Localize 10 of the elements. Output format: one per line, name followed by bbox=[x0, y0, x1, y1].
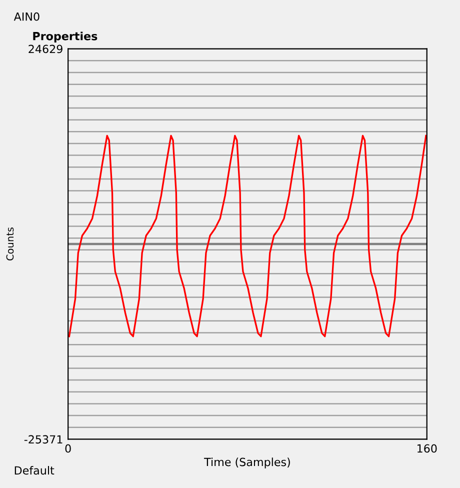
y-tick-label: 24629 bbox=[28, 44, 62, 54]
x-axis-title: Time (Samples) bbox=[204, 458, 290, 468]
x-tick-label: 0 bbox=[65, 444, 71, 453]
line-series bbox=[68, 134, 427, 338]
y-axis-title: Counts bbox=[6, 228, 14, 260]
chart-title: AIN0 bbox=[14, 12, 40, 21]
x-tick-label: 160 bbox=[417, 444, 437, 453]
text: Default bbox=[14, 466, 54, 475]
y-tick-label: -25371 bbox=[24, 435, 62, 444]
text: Properties bbox=[33, 32, 98, 42]
